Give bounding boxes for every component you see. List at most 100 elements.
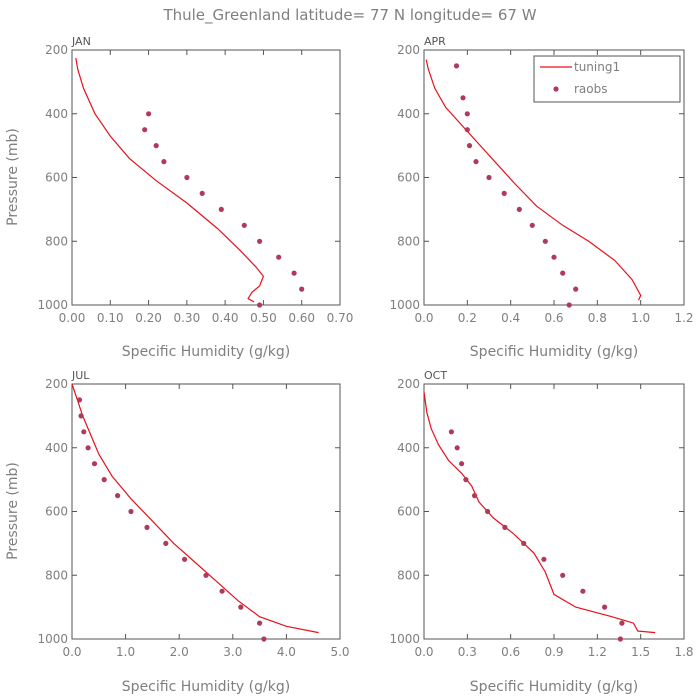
y-tick-label: 800 (397, 568, 420, 582)
panel-label: APR (424, 35, 446, 48)
y-tick-label: 200 (397, 43, 420, 57)
obs-point (128, 508, 134, 515)
x-tick-label: 0.6 (501, 645, 520, 659)
obs-point (454, 445, 460, 451)
obs-point (463, 477, 469, 483)
y-tick-label: 400 (397, 107, 420, 121)
obs-point (146, 111, 152, 117)
obs-point (541, 556, 547, 562)
obs-point (291, 270, 297, 276)
obs-point (261, 636, 267, 642)
obs-point (464, 127, 470, 133)
x-tick-label: 0.30 (173, 311, 200, 325)
obs-point (486, 174, 492, 181)
data-marks (425, 59, 642, 308)
obs-point (257, 620, 263, 626)
obs-point (466, 143, 473, 149)
obs-point (161, 159, 167, 165)
x-tick-label: 4.0 (277, 645, 296, 659)
obs-point (617, 636, 624, 642)
axis-ticks: 0.0 0.2 0.4 0.6 0.8 1.0 1.2 200 400 600 800 1000 (389, 43, 693, 325)
obs-point (184, 174, 190, 181)
obs-point (473, 159, 479, 165)
obs-point (163, 540, 169, 547)
y-tick-label: 400 (45, 441, 68, 455)
y-tick-label: 1000 (37, 632, 68, 646)
y-axis-label: Pressure (mb) (5, 128, 21, 226)
y-tick-label: 1000 (37, 298, 68, 312)
y-axis-label: Pressure (mb) (5, 462, 21, 560)
y-tick-label: 200 (45, 377, 68, 391)
model-line-tuning1 (423, 391, 656, 634)
obs-point (81, 429, 87, 435)
obs-point (521, 540, 527, 547)
x-tick-label: 0.3 (458, 645, 477, 659)
axis-ticks: 0.0 1.0 2.0 3.0 4.0 5.0 200 400 600 800 1000 (37, 377, 349, 659)
x-axis-label: Specific Humidity (g/kg) (470, 344, 638, 360)
legend-obs-label: raobs (574, 82, 608, 96)
panel-apr: APR Specific Humidity (g/kg) 0.0 0.2 0.4 0.… (389, 35, 693, 360)
model-line-tuning1 (75, 57, 265, 303)
legend-box (533, 55, 681, 103)
obs-point (218, 206, 224, 212)
obs-point (560, 270, 566, 276)
x-tick-label: 0.20 (135, 311, 162, 325)
x-tick-label: 0.70 (327, 311, 354, 325)
y-tick-label: 800 (397, 234, 420, 248)
legend: tuning1 raobs (533, 55, 681, 103)
obs-point (529, 222, 535, 228)
y-tick-label: 400 (397, 441, 420, 455)
figure-title: Thule_Greenland latitude= 77 N longitude… (162, 6, 536, 25)
axis-ticks: 0.0 0.3 0.6 0.9 1.2 1.5 1.8 200 400 600 800 1000 (389, 377, 693, 659)
x-tick-label: 0.0 (414, 645, 433, 659)
obs-point (241, 222, 247, 228)
panel-jan: JAN Specific Humidity (g/kg) Pressure (m… (5, 35, 353, 360)
obs-point (459, 461, 465, 467)
obs-point (453, 63, 460, 69)
x-tick-label: 3.0 (223, 645, 242, 659)
obs-point (560, 572, 566, 578)
obs-point (485, 508, 491, 515)
panel-label: OCT (424, 369, 447, 382)
y-tick-label: 200 (397, 377, 420, 391)
panel-oct: OCT Specific Humidity (g/kg) 0.0 0.3 0.6 0.… (389, 369, 693, 695)
obs-point (276, 254, 282, 260)
data-marks (75, 57, 305, 308)
obs-point (472, 493, 478, 499)
plot-frame (423, 383, 685, 640)
legend-model-label: tuning1 (574, 60, 620, 74)
obs-point (76, 397, 83, 403)
x-tick-label: 0.10 (97, 311, 124, 325)
obs-point (199, 190, 205, 196)
obs-point (299, 286, 305, 292)
plot-frame (71, 383, 341, 640)
obs-point (153, 143, 159, 149)
x-tick-label: 1.0 (631, 311, 650, 325)
obs-point (566, 302, 572, 308)
obs-point (448, 429, 454, 435)
x-tick-label: 0.00 (59, 311, 86, 325)
data-marks (71, 383, 319, 642)
x-tick-label: 0.50 (250, 311, 277, 325)
obs-point (619, 620, 625, 626)
model-line-tuning1 (71, 383, 319, 634)
x-tick-label: 1.8 (674, 645, 693, 659)
x-tick-label: 0.0 (62, 645, 81, 659)
obs-point (91, 461, 98, 467)
panel-label: JUL (71, 369, 90, 382)
obs-point (219, 588, 225, 594)
y-tick-label: 600 (45, 505, 68, 519)
obs-point (182, 556, 188, 562)
y-tick-label: 600 (45, 171, 68, 185)
obs-point (101, 477, 107, 483)
obs-point (460, 95, 466, 101)
x-axis-label: Specific Humidity (g/kg) (122, 679, 290, 695)
x-axis-label: Specific Humidity (g/kg) (470, 679, 638, 695)
obs-point (502, 524, 508, 531)
x-tick-label: 0.0 (414, 311, 433, 325)
obs-point (573, 286, 579, 292)
obs-point (257, 238, 263, 244)
x-tick-label: 0.60 (288, 311, 315, 325)
axis-ticks: 0.00 0.10 0.20 0.30 0.40 0.50 0.60 0.70 200 400 60… (37, 43, 353, 325)
